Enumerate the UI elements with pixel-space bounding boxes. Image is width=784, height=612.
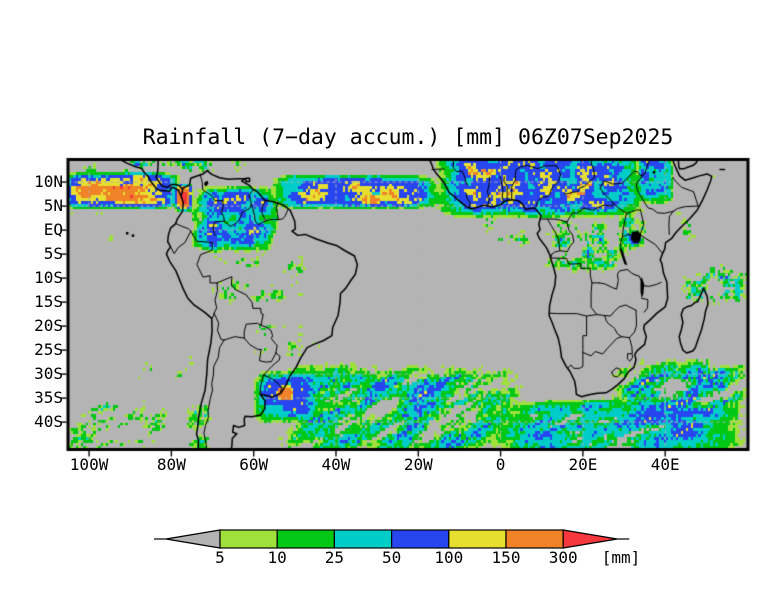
y-tick-label-35S: 35S	[34, 388, 63, 408]
colorbar-unit-label: [mm]	[601, 548, 641, 567]
x-tick-label-40W: 40W	[321, 455, 351, 474]
y-tick-label-20S: 20S	[34, 316, 63, 336]
y-tick-label-5N: 5N	[43, 196, 63, 216]
y-tick-label-5S: 5S	[43, 244, 63, 264]
x-tick-label-80W: 80W	[156, 455, 186, 474]
y-tick-label-25S: 25S	[34, 340, 63, 360]
x-tick-label-20E: 20E	[568, 455, 598, 474]
x-tick-label-100W: 100W	[69, 455, 109, 474]
colorbar-label-10: 10	[267, 548, 287, 567]
colorbar-label-25: 25	[324, 548, 345, 567]
y-tick-label-40S: 40S	[34, 412, 63, 432]
x-tick-label-0: 0	[495, 455, 506, 474]
colorbar-bin-150	[505, 529, 564, 549]
x-tick-label-40E: 40E	[650, 455, 680, 474]
colorbar-bin-25	[333, 529, 393, 549]
colorbar-bin-10	[276, 529, 336, 549]
x-tick-label-60W: 60W	[239, 455, 269, 474]
y-tick-label-15S: 15S	[34, 292, 63, 312]
x-tick-label-20W: 20W	[403, 455, 433, 474]
colorbar-label-100: 100	[434, 548, 464, 567]
colorbar-above-arrow	[562, 529, 618, 549]
colorbar-bin-100	[448, 529, 507, 549]
y-tick-label-EQ: EQ	[43, 220, 63, 240]
y-tick-label-30S: 30S	[34, 364, 63, 384]
colorbar-label-300: 300	[548, 548, 578, 567]
colorbar-below-arrow	[165, 529, 221, 549]
colorbar	[154, 529, 630, 549]
colorbar-label-50: 50	[381, 548, 402, 567]
colorbar-bin-50	[391, 529, 450, 549]
colorbar-label-150: 150	[491, 548, 521, 567]
y-tick-label-10N: 10N	[34, 172, 63, 192]
y-tick-label-10S: 10S	[34, 268, 63, 288]
colorbar-label-5: 5	[215, 548, 225, 567]
colorbar-bin-5	[219, 529, 278, 549]
